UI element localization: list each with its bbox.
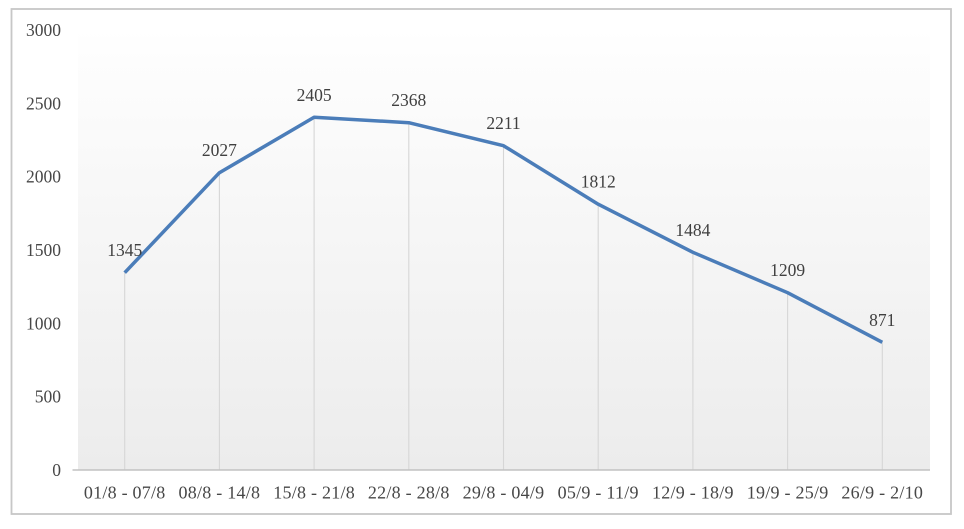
- svg-text:1500: 1500: [26, 240, 61, 260]
- svg-text:3000: 3000: [26, 20, 61, 40]
- svg-text:1812: 1812: [581, 172, 616, 192]
- svg-text:1000: 1000: [26, 313, 61, 333]
- svg-text:2027: 2027: [202, 140, 237, 160]
- svg-text:2211: 2211: [486, 113, 520, 133]
- svg-text:19/9 - 25/9: 19/9 - 25/9: [747, 483, 829, 503]
- svg-text:0: 0: [52, 460, 61, 480]
- svg-text:15/8 - 21/8: 15/8 - 21/8: [273, 483, 355, 503]
- svg-text:500: 500: [35, 387, 62, 407]
- svg-text:1345: 1345: [107, 240, 142, 260]
- svg-text:12/9 - 18/9: 12/9 - 18/9: [652, 483, 734, 503]
- svg-text:2405: 2405: [297, 85, 332, 105]
- svg-text:2368: 2368: [391, 90, 426, 110]
- svg-text:1209: 1209: [770, 260, 805, 280]
- svg-text:2500: 2500: [26, 93, 61, 113]
- svg-text:22/8 - 28/8: 22/8 - 28/8: [368, 483, 450, 503]
- svg-text:01/8 - 07/8: 01/8 - 07/8: [84, 483, 166, 503]
- svg-text:1484: 1484: [675, 220, 710, 240]
- svg-text:05/9 - 11/9: 05/9 - 11/9: [558, 483, 639, 503]
- svg-text:26/9 - 2/10: 26/9 - 2/10: [841, 483, 923, 503]
- svg-text:2000: 2000: [26, 167, 61, 187]
- svg-text:29/8 - 04/9: 29/8 - 04/9: [463, 483, 545, 503]
- svg-text:871: 871: [869, 310, 895, 330]
- svg-text:08/8 - 14/8: 08/8 - 14/8: [179, 483, 261, 503]
